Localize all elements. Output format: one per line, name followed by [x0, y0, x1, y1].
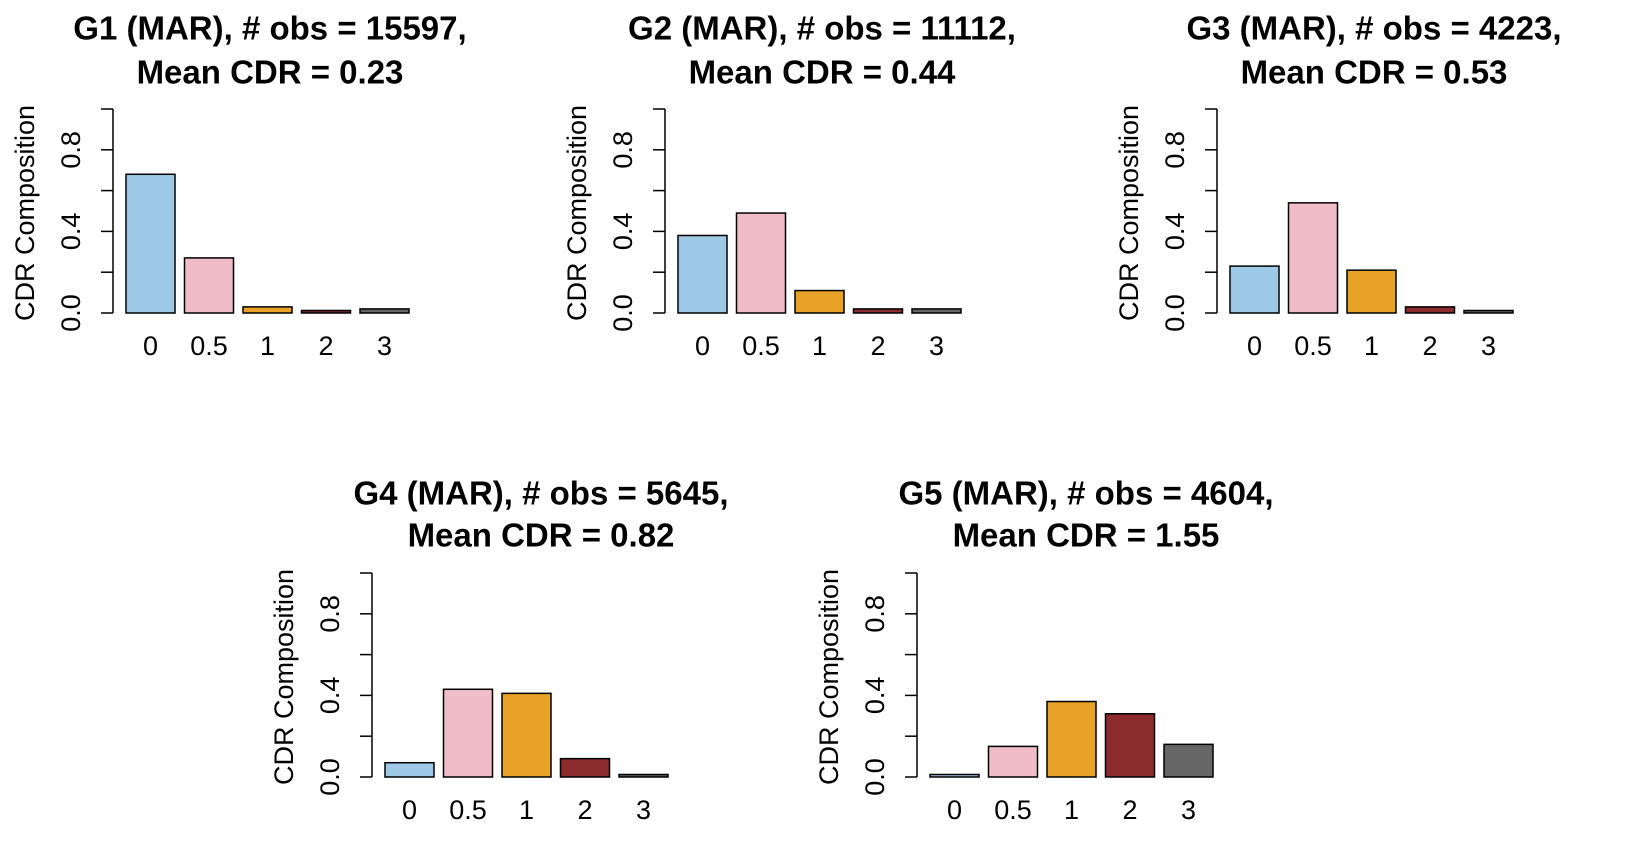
bar-3 [1163, 743, 1214, 778]
x-tick-label: 3 [1481, 331, 1496, 361]
bar-3 [911, 308, 962, 314]
bar-2 [559, 757, 611, 778]
y-tick-label: 0.8 [315, 595, 345, 633]
x-tick-label: 3 [636, 795, 651, 825]
bar-2 [300, 309, 352, 314]
x-tick-label: 1 [260, 331, 275, 361]
x-tick-label: 1 [812, 331, 827, 361]
bar-1 [242, 306, 293, 314]
bar-0-5 [987, 745, 1039, 778]
y-tick-label: 0.0 [608, 294, 638, 332]
chart-panel-g2: G2 (MAR), # obs = 11112, Mean CDR = 0.44 0… [562, 10, 1016, 362]
panel-title-line2: Mean CDR = 0.44 [689, 54, 956, 91]
x-tick-label: 1 [519, 795, 534, 825]
y-tick-label: 0.0 [1160, 294, 1190, 332]
x-tick-label: 2 [1422, 331, 1437, 361]
bar-0 [125, 173, 176, 314]
bar-0 [929, 773, 980, 778]
panel-title-line2: Mean CDR = 0.82 [408, 517, 675, 554]
chart-panel-g4: G4 (MAR), # obs = 5645, Mean CDR = 0.82 0.… [269, 475, 729, 826]
bar-2 [1104, 713, 1156, 778]
bar-0 [677, 234, 728, 314]
panel-title-line1: G1 (MAR), # obs = 15597, [73, 10, 466, 47]
x-tick-label: 2 [1122, 795, 1137, 825]
x-tick-label: 3 [929, 331, 944, 361]
x-tick-label: 3 [1181, 795, 1196, 825]
x-tick-label: 0 [143, 331, 158, 361]
panel-title-line1: G2 (MAR), # obs = 11112, [628, 10, 1016, 47]
y-tick-label: 0.4 [860, 677, 890, 715]
chart-panel-g5: G5 (MAR), # obs = 4604, Mean CDR = 1.55 0.… [814, 475, 1274, 826]
panel-title-line1: G5 (MAR), # obs = 4604, [898, 475, 1273, 512]
bar-3 [618, 773, 669, 778]
panel-title-line2: Mean CDR = 0.53 [1241, 54, 1508, 91]
y-tick-label: 0.0 [315, 758, 345, 796]
x-tick-label: 2 [577, 795, 592, 825]
bar-2 [852, 308, 904, 314]
chart-panel-g3: G3 (MAR), # obs = 4223, Mean CDR = 0.53 0.… [1114, 10, 1562, 362]
y-tick-label: 0.4 [315, 677, 345, 715]
bar-1 [1046, 700, 1097, 778]
panel-title-line1: G3 (MAR), # obs = 4223, [1186, 10, 1561, 47]
y-axis-title: CDR Composition [10, 105, 40, 321]
x-tick-label: 0.5 [190, 331, 228, 361]
y-tick-label: 0.8 [1160, 131, 1190, 169]
y-tick-label: 0.8 [860, 595, 890, 633]
x-tick-label: 0 [1247, 331, 1262, 361]
bar-0 [1229, 265, 1280, 314]
y-axis-title: CDR Composition [814, 569, 844, 785]
y-tick-label: 0.0 [860, 758, 890, 796]
bar-3 [359, 308, 410, 314]
x-tick-label: 3 [377, 331, 392, 361]
bar-2 [1404, 306, 1456, 314]
panel-title-line2: Mean CDR = 0.23 [137, 54, 404, 91]
y-tick-label: 0.4 [608, 213, 638, 251]
bar-1 [1346, 269, 1397, 314]
chart-panel-g1: G1 (MAR), # obs = 15597, Mean CDR = 0.23 0… [10, 10, 467, 362]
y-tick-label: 0.4 [56, 213, 86, 251]
y-axis-title: CDR Composition [562, 105, 592, 321]
bar-0-5 [1287, 202, 1339, 314]
bar-0-5 [735, 212, 787, 314]
y-tick-label: 0.0 [56, 294, 86, 332]
y-tick-label: 0.8 [56, 131, 86, 169]
x-tick-label: 0 [695, 331, 710, 361]
x-tick-label: 0 [947, 795, 962, 825]
x-tick-label: 0.5 [449, 795, 487, 825]
bar-0-5 [183, 257, 235, 314]
x-tick-label: 0 [402, 795, 417, 825]
bar-0 [384, 761, 435, 778]
panel-title-line1: G4 (MAR), # obs = 5645, [353, 475, 728, 512]
y-axis-title: CDR Composition [269, 569, 299, 785]
bar-0-5 [442, 688, 494, 778]
x-tick-label: 2 [318, 331, 333, 361]
x-tick-label: 1 [1364, 331, 1379, 361]
x-tick-label: 1 [1064, 795, 1079, 825]
x-tick-label: 2 [870, 331, 885, 361]
panel-title-line2: Mean CDR = 1.55 [953, 517, 1220, 554]
y-axis-title: CDR Composition [1114, 105, 1144, 321]
bar-3 [1463, 309, 1514, 314]
bar-1 [794, 289, 845, 314]
x-tick-label: 0.5 [1294, 331, 1332, 361]
bar-1 [501, 692, 552, 778]
x-tick-label: 0.5 [994, 795, 1032, 825]
y-tick-label: 0.4 [1160, 213, 1190, 251]
x-tick-label: 0.5 [742, 331, 780, 361]
y-tick-label: 0.8 [608, 131, 638, 169]
